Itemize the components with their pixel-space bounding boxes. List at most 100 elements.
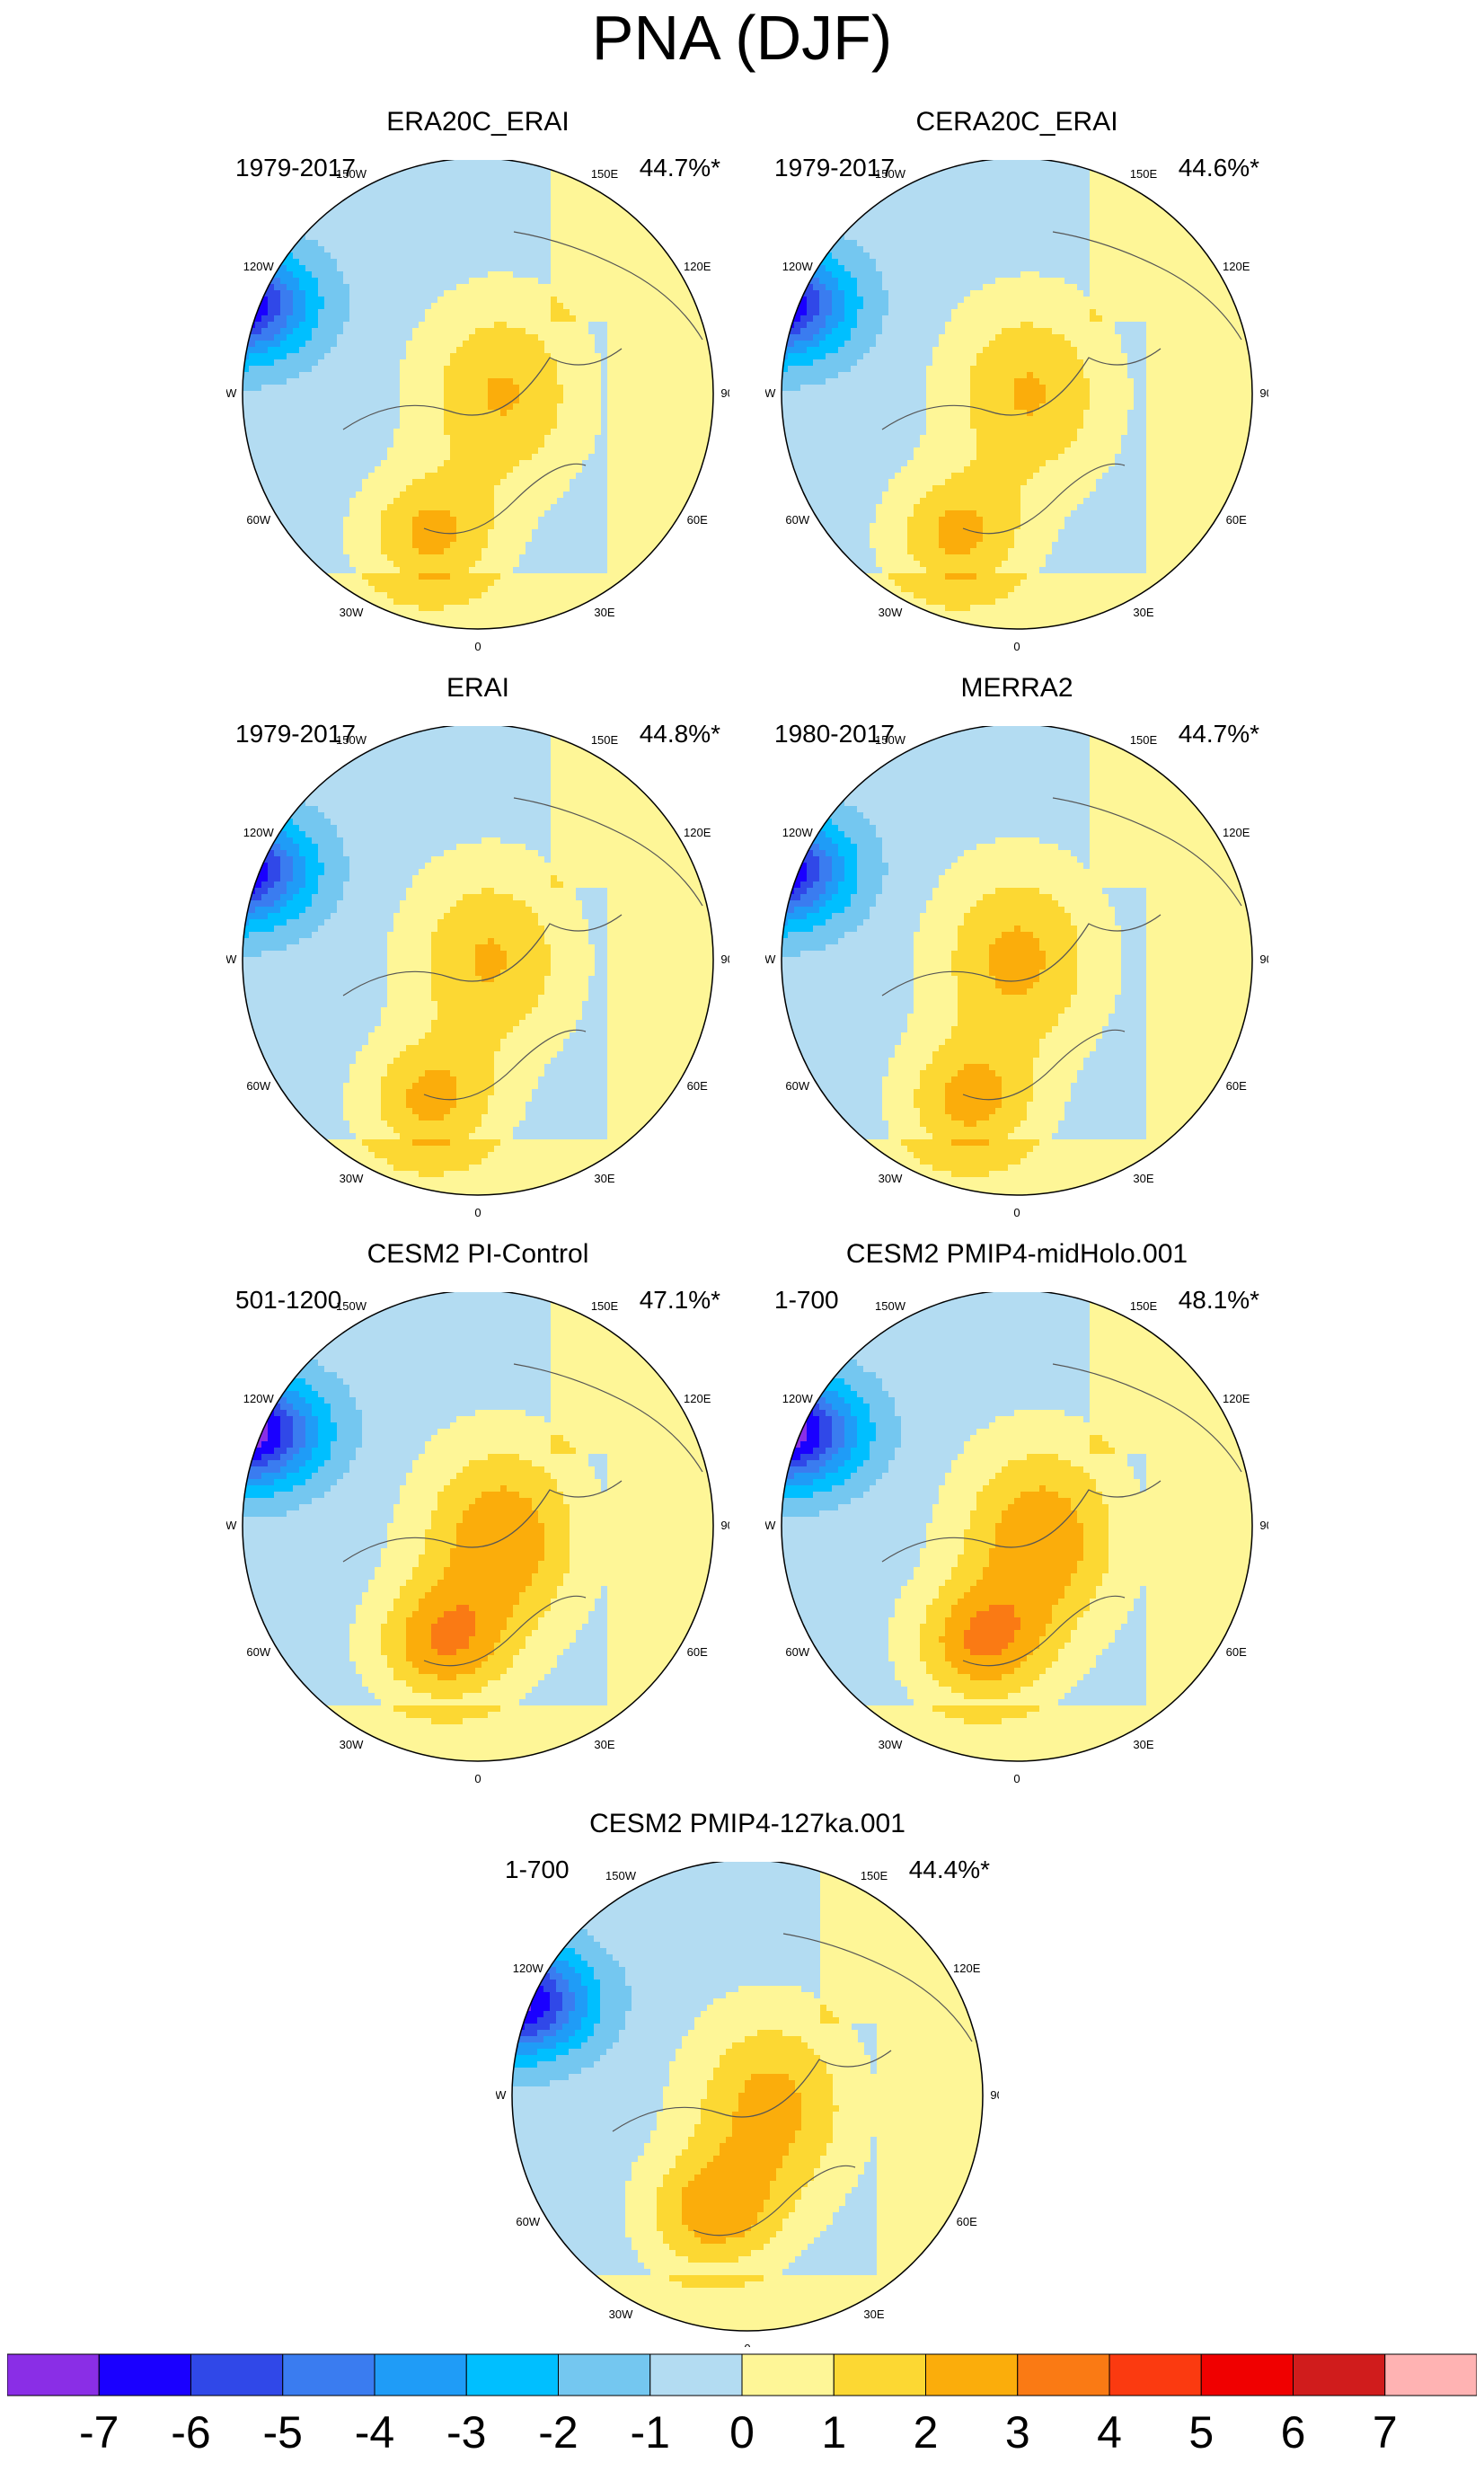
field-cell bbox=[463, 297, 470, 304]
field-cell bbox=[563, 598, 570, 606]
field-cell bbox=[507, 391, 514, 398]
field-cell bbox=[519, 309, 526, 316]
field-cell bbox=[481, 567, 489, 574]
field-cell bbox=[456, 523, 464, 530]
field-cell bbox=[475, 391, 482, 398]
field-cell bbox=[274, 278, 281, 285]
field-cell bbox=[249, 397, 256, 404]
field-cell bbox=[469, 561, 476, 568]
field-cell bbox=[305, 517, 313, 524]
field-cell bbox=[683, 322, 690, 329]
field-cell bbox=[519, 416, 526, 423]
field-cell bbox=[425, 454, 432, 461]
field-cell bbox=[349, 441, 357, 448]
field-cell bbox=[651, 447, 658, 455]
field-cell bbox=[519, 422, 526, 430]
field-cell bbox=[614, 215, 621, 222]
longitude-label: 150E bbox=[591, 167, 619, 181]
field-cell bbox=[255, 309, 262, 316]
field-cell bbox=[387, 290, 394, 297]
field-cell bbox=[664, 378, 671, 385]
field-cell bbox=[431, 598, 438, 606]
coastline bbox=[423, 463, 587, 535]
field-cell bbox=[507, 196, 514, 203]
field-cell bbox=[419, 252, 426, 260]
field-cell bbox=[1121, 190, 1128, 197]
field-cell bbox=[362, 385, 369, 392]
field-cell bbox=[368, 259, 375, 266]
field-cell bbox=[331, 359, 338, 367]
field-cell bbox=[563, 359, 570, 367]
field-cell bbox=[551, 548, 558, 555]
field-cell bbox=[607, 303, 614, 310]
field-cell bbox=[557, 303, 564, 310]
field-cell bbox=[708, 403, 713, 411]
field-cell bbox=[274, 447, 281, 455]
field-cell bbox=[494, 240, 501, 247]
field-cell bbox=[494, 252, 501, 260]
field-cell bbox=[1121, 202, 1128, 209]
field-cell bbox=[349, 271, 357, 279]
field-cell bbox=[387, 454, 394, 461]
field-cell bbox=[356, 366, 363, 373]
field-cell bbox=[513, 479, 520, 486]
field-cell bbox=[261, 485, 269, 492]
field-cell bbox=[437, 580, 445, 587]
field-cell bbox=[570, 517, 577, 524]
field-cell bbox=[431, 359, 438, 367]
field-cell bbox=[500, 347, 508, 354]
field-cell bbox=[387, 177, 394, 184]
field-cell bbox=[362, 573, 369, 580]
field-cell bbox=[494, 227, 501, 235]
field-cell bbox=[676, 460, 684, 467]
field-cell bbox=[626, 447, 633, 455]
field-cell bbox=[456, 315, 464, 323]
field-cell bbox=[337, 284, 344, 291]
field-cell bbox=[626, 252, 633, 260]
field-cell bbox=[551, 234, 558, 241]
field-cell bbox=[507, 504, 514, 511]
field-cell bbox=[614, 202, 621, 209]
field-cell bbox=[437, 466, 445, 474]
field-cell bbox=[349, 492, 357, 499]
field-cell bbox=[268, 359, 275, 367]
field-cell bbox=[312, 548, 319, 555]
field-cell bbox=[450, 580, 457, 587]
field-cell bbox=[570, 460, 577, 467]
field-cell bbox=[318, 385, 325, 392]
field-cell bbox=[620, 548, 627, 555]
field-cell bbox=[689, 341, 696, 348]
field-cell bbox=[588, 196, 596, 203]
field-cell bbox=[381, 473, 388, 480]
field-cell bbox=[945, 208, 952, 216]
field-cell bbox=[614, 252, 621, 260]
field-cell bbox=[695, 372, 702, 379]
field-cell bbox=[607, 252, 614, 260]
field-cell bbox=[293, 498, 300, 505]
field-cell bbox=[595, 397, 602, 404]
field-cell bbox=[595, 580, 602, 587]
field-cell bbox=[683, 473, 690, 480]
field-cell bbox=[324, 227, 331, 235]
field-cell bbox=[670, 492, 677, 499]
field-cell bbox=[488, 435, 495, 442]
field-cell bbox=[544, 479, 552, 486]
field-cell bbox=[393, 328, 401, 335]
field-cell bbox=[532, 378, 539, 385]
field-cell bbox=[381, 246, 388, 253]
field-cell bbox=[676, 284, 684, 291]
field-cell bbox=[475, 378, 482, 385]
field-cell bbox=[431, 554, 438, 562]
field-cell bbox=[368, 498, 375, 505]
field-cell bbox=[280, 353, 287, 360]
field-cell bbox=[475, 252, 482, 260]
field-cell bbox=[481, 171, 489, 178]
field-cell bbox=[658, 309, 665, 316]
field-cell bbox=[437, 435, 445, 442]
field-cell bbox=[507, 466, 514, 474]
field-cell bbox=[324, 548, 331, 555]
field-cell bbox=[444, 359, 451, 367]
field-cell bbox=[450, 447, 457, 455]
field-cell bbox=[324, 366, 331, 373]
field-cell bbox=[419, 517, 426, 524]
